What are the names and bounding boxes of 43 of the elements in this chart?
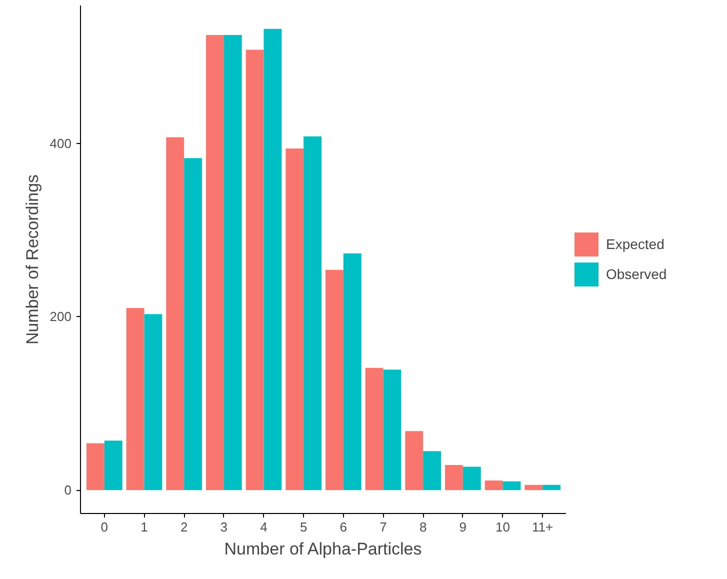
bar	[246, 50, 264, 490]
y-tick-label: 200	[50, 309, 72, 324]
bar	[445, 464, 463, 490]
x-tick-label: 5	[300, 520, 308, 534]
x-tick-label: 9	[459, 520, 467, 534]
x-tick-label: 11+	[532, 520, 554, 534]
x-tick-label: 1	[140, 520, 148, 534]
bar	[423, 451, 442, 490]
y-tick-label: 400	[50, 136, 72, 151]
bar	[542, 484, 561, 490]
bar	[144, 314, 162, 490]
bar	[502, 481, 521, 490]
bar	[86, 443, 104, 490]
y-axis-title: Number of Recordings	[22, 174, 42, 345]
x-tick-label: 10	[496, 520, 510, 534]
x-axis-title: Number of Alpha-Particles	[224, 540, 422, 558]
bar	[484, 480, 503, 490]
x-tick-label: 3	[220, 520, 228, 534]
bar	[184, 158, 202, 490]
x-tick-label: 4	[260, 520, 268, 534]
bar	[286, 148, 304, 490]
bar	[304, 136, 322, 490]
bar	[462, 466, 481, 490]
bar	[264, 28, 282, 490]
x-tick-label: 7	[380, 520, 387, 534]
x-tick-label: 0	[100, 520, 108, 534]
x-tick-label: 2	[180, 520, 188, 534]
x-tick-label: 6	[340, 520, 348, 534]
bar	[524, 484, 543, 490]
legend-label: Observed	[606, 266, 667, 282]
bar	[104, 440, 122, 490]
bar	[126, 308, 144, 490]
bar	[343, 253, 362, 490]
bar	[224, 34, 242, 490]
bar	[166, 137, 184, 490]
bar	[325, 270, 344, 490]
bar	[206, 34, 224, 490]
x-tick-label: 8	[419, 520, 427, 534]
bar	[365, 368, 384, 490]
y-tick-label: 0	[64, 482, 72, 498]
legend-label: Expected	[606, 236, 664, 252]
bar	[405, 431, 424, 490]
bar	[383, 370, 402, 490]
